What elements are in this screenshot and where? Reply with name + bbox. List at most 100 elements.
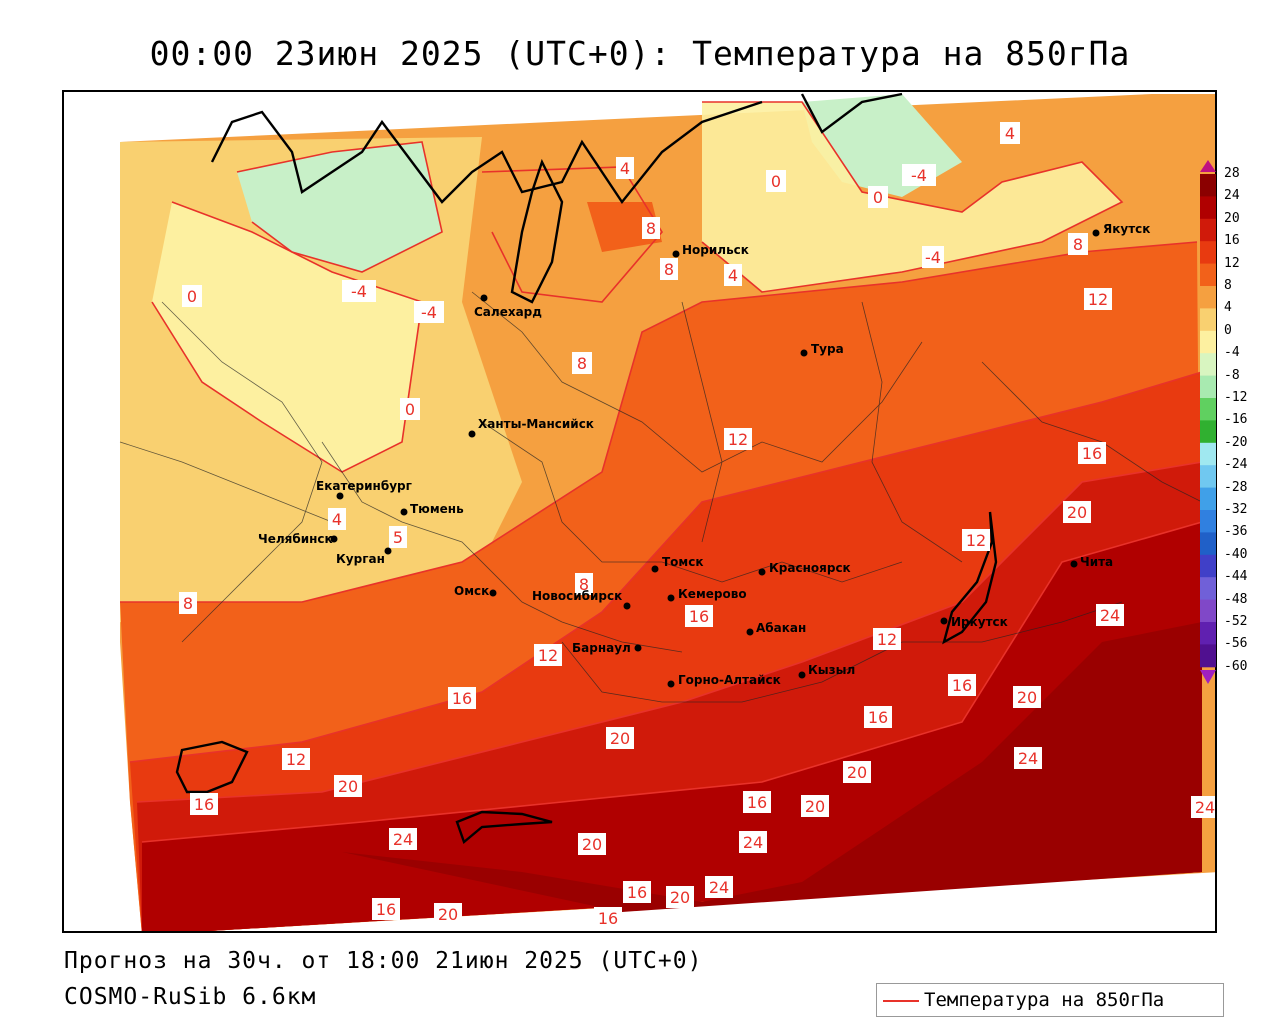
svg-text:24: 24	[1018, 749, 1038, 768]
contour-label: 16	[948, 674, 976, 696]
city-tura[interactable]: Тура	[800, 342, 844, 357]
city-khanty-mansiysk[interactable]: Ханты-Мансийск	[468, 417, 594, 438]
color-scale-tick-label: -12	[1224, 390, 1248, 405]
color-scale-cell	[1200, 510, 1216, 533]
svg-text:20: 20	[1017, 688, 1037, 707]
svg-text:12: 12	[538, 646, 558, 665]
city-markers: Якутск Норильск Салехард Тура Ханты-Манс…	[258, 222, 1150, 688]
svg-text:12: 12	[1088, 290, 1108, 309]
model-info: COSMO-RuSib 6.6км	[64, 984, 317, 1010]
contour-label: 12	[962, 529, 990, 551]
svg-text:24: 24	[1195, 798, 1215, 817]
color-scale-cell	[1200, 196, 1216, 220]
svg-text:24: 24	[743, 833, 763, 852]
contour-label: -4	[902, 164, 936, 186]
svg-text:Новосибирск: Новосибирск	[532, 589, 622, 603]
color-scale-cell	[1200, 487, 1216, 511]
color-scale-cell	[1200, 577, 1216, 601]
color-scale-cell	[1200, 599, 1216, 623]
color-scale-cell	[1200, 398, 1216, 421]
contour-label: 24	[739, 831, 767, 853]
svg-text:5: 5	[393, 528, 403, 547]
city-chelyabinsk[interactable]: Челябинск	[258, 532, 338, 546]
svg-text:8: 8	[646, 219, 656, 238]
svg-text:Кызыл: Кызыл	[808, 663, 855, 677]
contour-label: 24	[389, 828, 417, 850]
forecast-info: Прогноз на 30ч. от 18:00 21июн 2025 (UTC…	[64, 948, 703, 974]
svg-text:8: 8	[577, 354, 587, 373]
svg-text:16: 16	[452, 689, 472, 708]
color-scale-cell	[1200, 622, 1216, 645]
contour-label: 24	[1191, 796, 1215, 818]
contour-label: 20	[1063, 501, 1091, 523]
color-scale-cell	[1200, 330, 1216, 354]
color-scale-cell	[1200, 465, 1216, 489]
city-salekhard[interactable]: Салехард	[474, 294, 542, 320]
contour-label: 8	[575, 573, 593, 595]
svg-text:12: 12	[877, 630, 897, 649]
svg-text:Курган: Курган	[336, 552, 385, 566]
temperature-map[interactable]: 4 0 -4 8 4 -4 0 4 8 0 -4 -4 8 12 8 0 12 …	[62, 90, 1217, 933]
city-tyumen[interactable]: Тюмень	[400, 502, 465, 516]
city-tomsk[interactable]: Томск	[651, 555, 704, 573]
city-abakan[interactable]: Абакан	[746, 621, 807, 636]
svg-text:-4: -4	[925, 248, 941, 267]
svg-text:20: 20	[670, 888, 690, 907]
contour-label: 8	[179, 592, 197, 614]
city-kurgan[interactable]: Курган	[336, 547, 392, 567]
city-kemerovo[interactable]: Кемерово	[667, 587, 747, 602]
svg-text:16: 16	[868, 708, 888, 727]
svg-text:16: 16	[689, 607, 709, 626]
contour-label: 4	[616, 157, 634, 179]
contour-label: 16	[743, 791, 771, 813]
svg-text:8: 8	[664, 260, 674, 279]
city-yakutsk[interactable]: Якутск	[1092, 222, 1151, 237]
svg-text:20: 20	[610, 729, 630, 748]
contour-label: 20	[434, 903, 462, 925]
svg-text:Омск: Омск	[454, 584, 489, 598]
color-scale-tick-label: -60	[1224, 658, 1248, 674]
city-kyzyl[interactable]: Кызыл	[798, 663, 856, 679]
color-scale-cell	[1200, 174, 1216, 197]
color-scale-cell	[1200, 286, 1216, 309]
color-scale-cell	[1200, 353, 1216, 377]
contour-label: 20	[334, 775, 362, 797]
contour-label: 20	[801, 795, 829, 817]
contour-label: 16	[1078, 442, 1106, 464]
contour-label: 8	[660, 258, 678, 280]
svg-text:12: 12	[728, 430, 748, 449]
city-novosibirsk[interactable]: Новосибирск	[532, 589, 631, 610]
color-scale-bottom-arrow	[1200, 670, 1216, 684]
contour-label: 12	[1084, 288, 1112, 310]
contour-label: 0	[182, 285, 202, 307]
svg-text:Ханты-Мансийск: Ханты-Мансийск	[478, 417, 594, 431]
city-omsk[interactable]: Омск	[454, 584, 497, 598]
city-krasnoyarsk[interactable]: Красноярск	[758, 561, 851, 576]
contour-label: 8	[572, 352, 592, 374]
contour-label: 4	[1000, 122, 1020, 144]
svg-text:Екатеринбург: Екатеринбург	[316, 479, 412, 493]
city-yekaterinburg[interactable]: Екатеринбург	[316, 479, 412, 500]
color-scale-tick-label: -24	[1224, 457, 1248, 473]
contour-label: 5	[389, 526, 407, 548]
coastlines	[175, 92, 998, 845]
city-gorno-altaysk[interactable]: Горно-Алтайск	[667, 673, 781, 688]
city-barnaul[interactable]: Барнаул	[572, 641, 642, 655]
svg-text:24: 24	[393, 830, 413, 849]
color-scale-tick-label: -4	[1224, 345, 1240, 361]
svg-text:8: 8	[1073, 235, 1083, 254]
color-scale-tick-label: 8	[1224, 278, 1232, 293]
contour-label: 12	[282, 748, 310, 770]
map-title: 00:00 23июн 2025 (UTC+0): Температура на…	[149, 34, 1131, 73]
city-irkutsk[interactable]: Иркутск	[940, 615, 1008, 629]
contour-label: 16	[864, 706, 892, 728]
color-scale-tick-label: -56	[1224, 636, 1248, 652]
city-chita[interactable]: Чита	[1070, 555, 1114, 569]
color-scale-tick-label: 20	[1224, 210, 1240, 226]
svg-text:-4: -4	[421, 303, 437, 322]
svg-text:Норильск: Норильск	[682, 243, 749, 257]
contour-label: 8	[1068, 233, 1088, 255]
svg-text:20: 20	[805, 797, 825, 816]
city-norilsk[interactable]: Норильск	[672, 243, 749, 258]
svg-text:4: 4	[620, 159, 630, 178]
